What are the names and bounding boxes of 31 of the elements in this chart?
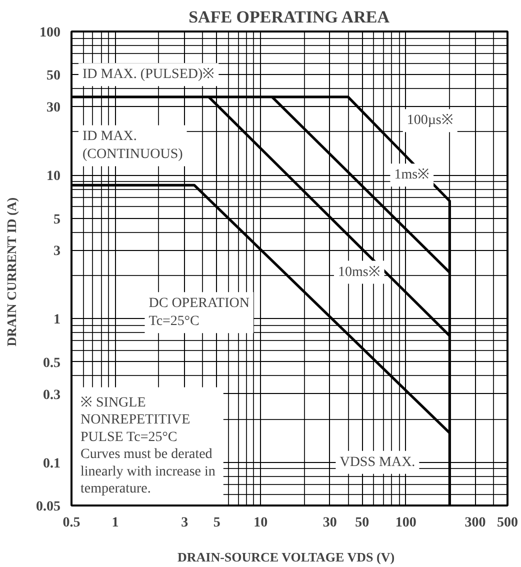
y-tick-label: 0.05 xyxy=(36,500,60,514)
annotation: ID MAX. (PULSED)※ xyxy=(82,67,215,82)
chart-title: SAFE OPERATING AREA xyxy=(188,8,390,26)
y-tick-label: 0.1 xyxy=(43,456,60,472)
x-tick-label: 10 xyxy=(254,516,268,530)
annotation: 100µs※ xyxy=(406,113,454,128)
x-tick-label: 500 xyxy=(497,516,518,530)
annotation: VDSS MAX. xyxy=(340,454,416,470)
annotation: DC OPERATION Tc=25°C xyxy=(148,296,250,330)
y-tick-label: 0.3 xyxy=(43,388,60,403)
annotation: ※ SINGLE NONREPETITIVE PULSE Tc=25°C Curves must be derated linearly with increase in temperature. xyxy=(80,395,216,496)
y-tick-label: 0.5 xyxy=(43,356,60,371)
y-tick-label: 1 xyxy=(54,312,60,328)
x-tick-label: 300 xyxy=(464,516,486,530)
x-tick-label: 50 xyxy=(355,516,370,530)
x-tick-label: 3 xyxy=(181,516,188,530)
x-tick-label: 1 xyxy=(112,516,119,530)
x-tick-label: 100 xyxy=(395,516,416,530)
y-tick-label: 50 xyxy=(46,68,60,84)
y-axis-title: DRAIN CURRENT ID (A) xyxy=(4,197,19,346)
y-tick-label: 30 xyxy=(46,100,60,116)
y-tick-label: 5 xyxy=(54,212,60,228)
x-tick-label: 30 xyxy=(322,516,337,530)
x-axis-title: DRAIN-SOURCE VOLTAGE VDS (V) xyxy=(177,550,395,564)
annotation: 1ms※ xyxy=(394,168,430,183)
annotation: ID MAX. (CONTINUOUS) xyxy=(82,129,184,162)
annotation: 10ms※ xyxy=(338,264,380,280)
x-tick-label: 5 xyxy=(213,516,220,530)
y-tick-label: 3 xyxy=(54,244,60,260)
y-tick-label: 100 xyxy=(40,26,60,40)
y-tick-label: 10 xyxy=(46,169,60,184)
